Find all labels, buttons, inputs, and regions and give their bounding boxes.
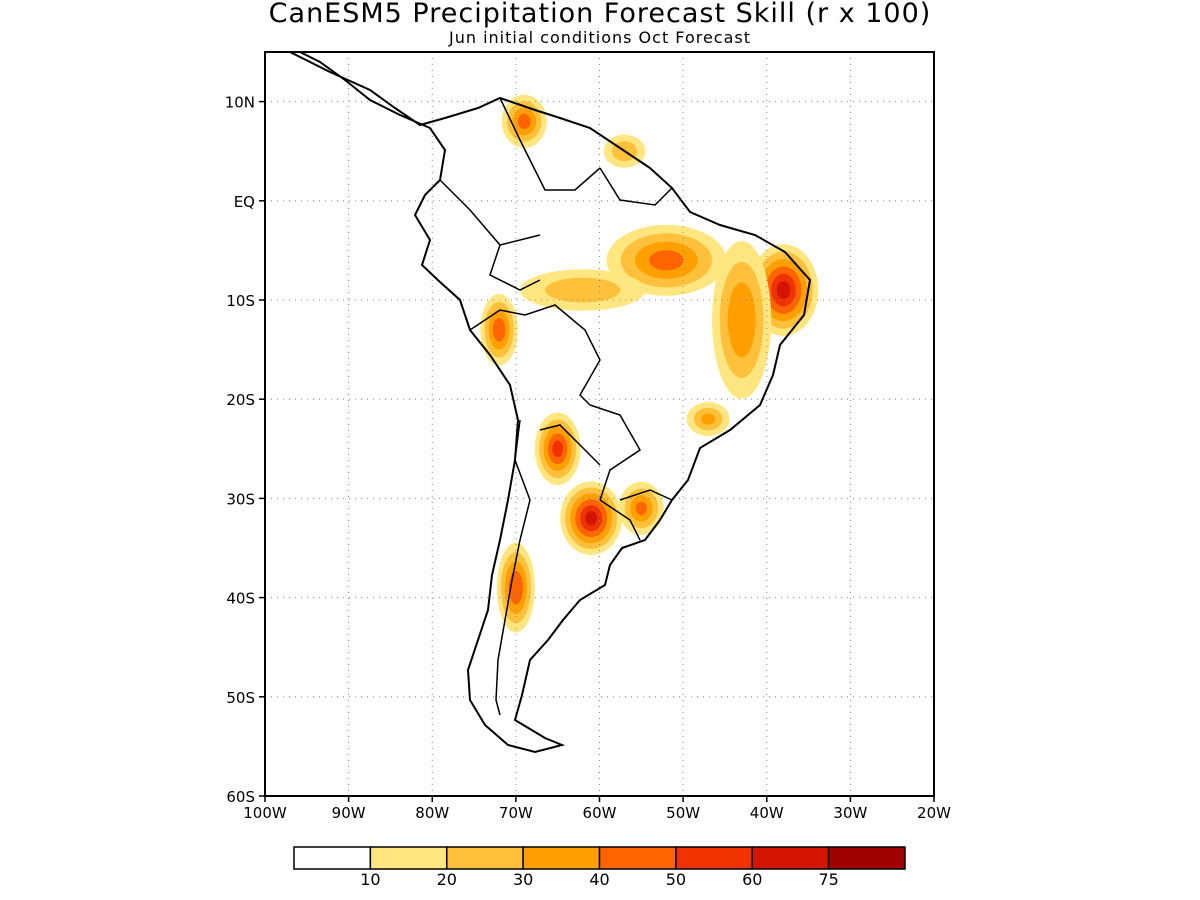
lat-tick-label: 10N	[225, 94, 255, 112]
skill-region-3	[520, 269, 646, 311]
map-title: CanESM5 Precipitation Forecast Skill (r …	[268, 0, 932, 29]
skill-region-2	[606, 224, 727, 296]
colorbar-label: 60	[742, 870, 762, 889]
lon-tick-label: 80W	[415, 804, 449, 822]
skill-contour-band	[701, 413, 716, 425]
lat-tick-label: 10S	[226, 292, 255, 310]
colorbar-swatch	[369, 846, 448, 870]
skill-contour-band	[776, 281, 791, 299]
skill-region-8	[560, 481, 623, 555]
lat-tick-label: 20S	[226, 391, 255, 409]
lat-tick-label: 40S	[226, 590, 255, 608]
colorbar-swatch	[598, 846, 677, 870]
lon-tick-label: 70W	[499, 804, 533, 822]
lon-tick-label: 40W	[750, 804, 784, 822]
skill-region-7	[534, 412, 581, 485]
lat-tick-label: 50S	[226, 689, 255, 707]
colorbar-label: 20	[437, 870, 457, 889]
colorbar-label: 75	[818, 870, 838, 889]
colorbar-label: 10	[360, 870, 380, 889]
skill-contour-band	[635, 501, 647, 515]
lat-tick-label: 60S	[226, 788, 255, 806]
colorbar-swatch	[675, 846, 753, 870]
skill-contour-band	[492, 317, 506, 342]
skill-contour-band	[585, 511, 598, 526]
colorbar-swatch	[827, 846, 906, 870]
skill-contour-band	[727, 282, 756, 358]
colorbar-swatch	[446, 846, 524, 870]
skill-region-11	[686, 402, 730, 437]
colorbar-label: 50	[666, 870, 686, 889]
skill-contour-band	[517, 113, 531, 130]
colorbar-swatch	[751, 846, 830, 870]
colorbar-swatch	[293, 846, 372, 870]
lon-tick-label: 100W	[243, 804, 287, 822]
lon-tick-label: 50W	[666, 804, 700, 822]
skill-region-4	[480, 294, 518, 366]
country-borders	[439, 97, 673, 716]
skill-region-5	[501, 94, 547, 149]
skill-contour-band	[545, 277, 621, 303]
lon-tick-label: 30W	[833, 804, 867, 822]
skill-contour-band	[552, 440, 563, 458]
coastline-and-borders	[289, 52, 812, 754]
skill-region-1	[712, 240, 772, 399]
lat-tick-label: EQ	[234, 193, 255, 211]
colorbar-label: 40	[589, 870, 609, 889]
colorbar-label: 30	[513, 870, 533, 889]
lat-tick-label: 30S	[226, 490, 255, 508]
colorbar-swatch	[522, 846, 601, 870]
skill-region-9	[619, 481, 664, 535]
axis-ticks: 100W 90W 80W 70W 60W 50W 40W 30W 20W 10N EQ 10S 20S 3…	[225, 94, 951, 822]
lat-lon-grid	[265, 52, 934, 796]
map-subtitle: Jun initial conditions Oct Forecast	[448, 28, 752, 47]
coastline-south-america	[289, 52, 812, 754]
skill-contour-band	[649, 250, 684, 271]
lon-tick-label: 60W	[583, 804, 617, 822]
lon-tick-label: 90W	[332, 804, 366, 822]
colorbar: 10 20 30 40 50 60 75	[293, 846, 906, 889]
lon-tick-label: 20W	[917, 804, 951, 822]
